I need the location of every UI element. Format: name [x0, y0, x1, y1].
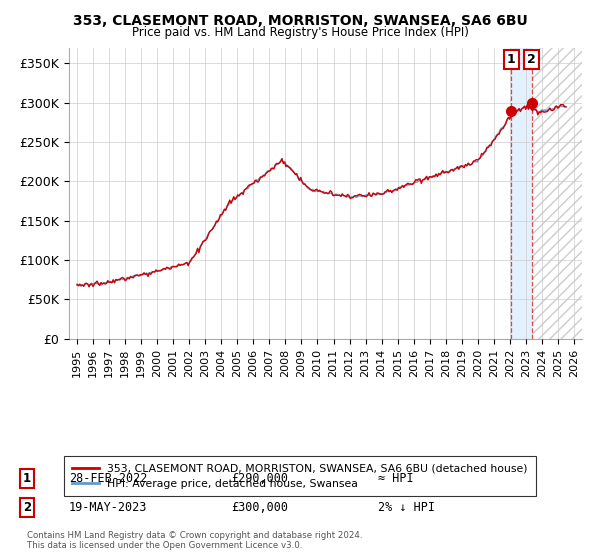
- Text: £300,000: £300,000: [231, 501, 288, 515]
- Text: 353, CLASEMONT ROAD, MORRISTON, SWANSEA, SA6 6BU: 353, CLASEMONT ROAD, MORRISTON, SWANSEA,…: [73, 14, 527, 28]
- Text: 28-FEB-2022: 28-FEB-2022: [69, 472, 148, 486]
- Text: 2: 2: [23, 501, 31, 515]
- Text: 2: 2: [527, 53, 536, 66]
- Bar: [532, 48, 582, 339]
- Text: Contains HM Land Registry data © Crown copyright and database right 2024.
This d: Contains HM Land Registry data © Crown c…: [27, 530, 362, 550]
- Text: £290,000: £290,000: [231, 472, 288, 486]
- Text: 1: 1: [23, 472, 31, 486]
- Text: 2% ↓ HPI: 2% ↓ HPI: [378, 501, 435, 515]
- Bar: [532, 48, 582, 339]
- Text: Price paid vs. HM Land Registry's House Price Index (HPI): Price paid vs. HM Land Registry's House …: [131, 26, 469, 39]
- Text: ≈ HPI: ≈ HPI: [378, 472, 413, 486]
- Bar: [511, 48, 532, 339]
- Legend: 353, CLASEMONT ROAD, MORRISTON, SWANSEA, SA6 6BU (detached house), HPI: Average : 353, CLASEMONT ROAD, MORRISTON, SWANSEA,…: [64, 456, 536, 497]
- Text: 1: 1: [507, 53, 515, 66]
- Text: 19-MAY-2023: 19-MAY-2023: [69, 501, 148, 515]
